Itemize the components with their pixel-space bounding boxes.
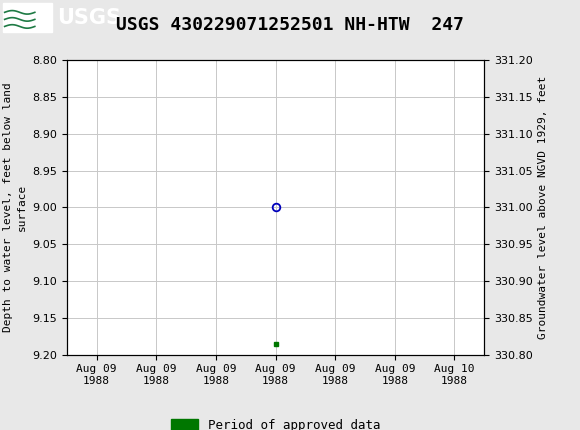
Y-axis label: Depth to water level, feet below land
surface: Depth to water level, feet below land su…: [3, 83, 27, 332]
Bar: [3, 3, 52, 32]
Y-axis label: Groundwater level above NGVD 1929, feet: Groundwater level above NGVD 1929, feet: [538, 76, 548, 339]
Legend: Period of approved data: Period of approved data: [165, 414, 386, 430]
Text: USGS 430229071252501 NH-HTW  247: USGS 430229071252501 NH-HTW 247: [116, 16, 464, 34]
Text: USGS: USGS: [57, 8, 121, 28]
